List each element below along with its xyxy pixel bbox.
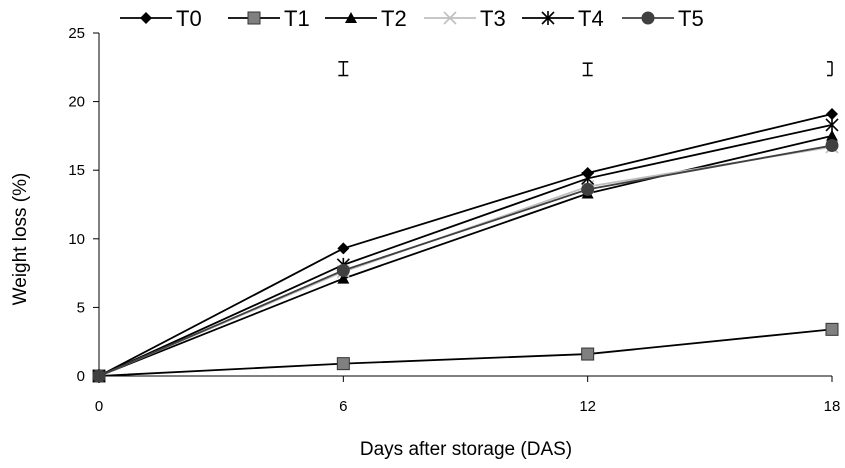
legend-label: T2 (381, 6, 407, 31)
data-point (336, 357, 350, 371)
error-bar (338, 61, 349, 77)
star-marker (825, 117, 839, 132)
data-point (826, 107, 838, 120)
legend-item-t0: T0 (120, 6, 202, 31)
x-tick-label: 0 (95, 398, 103, 415)
error-bars (338, 61, 833, 77)
series-line (98, 145, 833, 377)
y-tick-label: 10 (68, 231, 85, 248)
legend: T0 T1 T2 T3 T4 T5 (120, 6, 704, 31)
legend-item-t2: T2 (325, 6, 407, 31)
diamond-marker (337, 242, 350, 255)
circle-marker (92, 369, 106, 383)
x-tick-label: 6 (339, 398, 347, 415)
series-t4 (92, 117, 839, 383)
y-tick-label: 15 (68, 162, 85, 179)
error-bar (827, 61, 833, 77)
triangle-marker (826, 129, 838, 141)
x-marker (443, 11, 457, 25)
data-point (826, 129, 838, 141)
diamond-marker (826, 107, 838, 120)
x-tick-label: 18 (824, 398, 841, 415)
data-point (825, 139, 839, 153)
legend-item-t4: T4 (522, 6, 604, 31)
triangle-marker (345, 12, 357, 23)
series-line (98, 328, 833, 377)
legend-item-t1: T1 (228, 6, 310, 31)
square-marker (581, 347, 595, 361)
legend-label: T5 (678, 6, 704, 31)
square-marker (825, 322, 839, 336)
series-line (98, 135, 833, 377)
data-point (581, 347, 595, 361)
series-t3 (92, 140, 839, 383)
x-tick-label: 12 (579, 398, 596, 415)
series-t2 (93, 129, 838, 381)
y-axis-title: Weight loss (%) (10, 173, 31, 306)
diamond-marker (140, 12, 152, 24)
y-tick-label: 5 (77, 299, 85, 316)
data-point (337, 242, 350, 255)
y-tick-label: 0 (77, 368, 85, 385)
data-point (825, 117, 839, 132)
data-point (337, 272, 350, 284)
y-tick-label: 25 (68, 25, 85, 42)
circle-marker (641, 11, 655, 25)
data-point (581, 182, 595, 196)
circle-marker (825, 139, 839, 153)
axes: 0 5 10 15 20 25 0 6 12 18 (68, 25, 840, 415)
series-line (98, 124, 833, 377)
data-point (825, 322, 839, 336)
series-t1 (92, 322, 839, 383)
y-tick-label: 20 (68, 94, 85, 111)
square-marker (336, 357, 350, 371)
series-t5 (92, 139, 839, 383)
square-marker (247, 11, 261, 25)
data-point (336, 263, 350, 277)
series-lines (92, 107, 839, 383)
circle-marker (581, 182, 595, 196)
circle-marker (336, 263, 350, 277)
legend-label: T0 (176, 6, 202, 31)
series-line (98, 113, 833, 377)
error-bar (582, 62, 593, 77)
data-point (92, 369, 106, 383)
legend-item-t5: T5 (622, 6, 704, 31)
star-marker (541, 11, 555, 25)
triangle-marker (337, 272, 350, 284)
legend-label: T3 (480, 6, 506, 31)
series-line (98, 144, 833, 377)
legend-label: T1 (284, 6, 310, 31)
legend-item-t3: T3 (424, 6, 506, 31)
x-axis-title: Days after storage (DAS) (360, 439, 572, 460)
legend-label: T4 (578, 6, 604, 31)
